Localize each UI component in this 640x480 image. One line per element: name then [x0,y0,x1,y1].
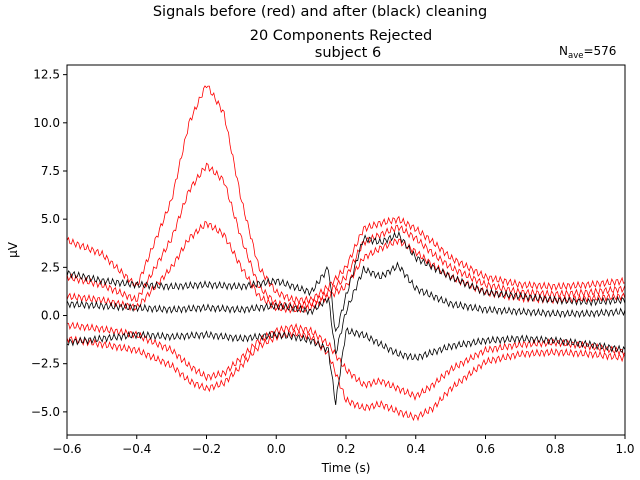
nave-value: =576 [583,44,616,58]
series-line-7 [67,327,625,405]
y-axis: −5.0 −2.5 0.0 2.5 5.0 7.5 10.0 12.5 [31,68,67,419]
x-tick-label: −0.6 [52,442,81,456]
x-tick-label: 0.8 [546,442,565,456]
x-axis-label: Time (s) [321,461,371,475]
x-axis: −0.6 −0.4 −0.2 0.0 0.2 0.4 0.6 0.8 1.0 [52,435,635,456]
y-tick-label: −2.5 [31,357,60,371]
x-tick-label: 0.2 [336,442,355,456]
y-tick-label: 0.0 [41,309,60,323]
series-line-0 [67,85,625,305]
x-tick-label: 0.4 [406,442,425,456]
suptitle: Signals before (red) and after (black) c… [153,4,487,20]
y-tick-label: 2.5 [41,260,60,274]
series-line-3 [67,321,625,401]
series-line-1 [67,162,625,310]
series-line-6 [67,261,625,355]
x-tick-label: 1.0 [615,442,634,456]
chart-title-line-1: 20 Components Rejected [250,28,432,44]
nave-annotation: Nave=576 [559,44,616,61]
nave-label: N [559,44,568,58]
y-tick-label: 7.5 [41,164,60,178]
y-tick-label: 10.0 [33,116,60,130]
trace-layer [67,85,625,422]
x-tick-label: −0.2 [192,442,221,456]
y-axis-label: µV [6,241,20,258]
y-tick-label: −5.0 [31,405,60,419]
series-line-5 [67,230,625,333]
chart-title-line-2: subject 6 [315,45,381,61]
y-tick-label: 5.0 [41,212,60,226]
series-line-4 [67,329,625,422]
x-tick-label: 0.0 [267,442,286,456]
y-tick-label: 12.5 [33,68,60,82]
nave-subscript: ave [568,51,583,61]
x-tick-label: −0.4 [122,442,151,456]
x-tick-label: 0.6 [476,442,495,456]
